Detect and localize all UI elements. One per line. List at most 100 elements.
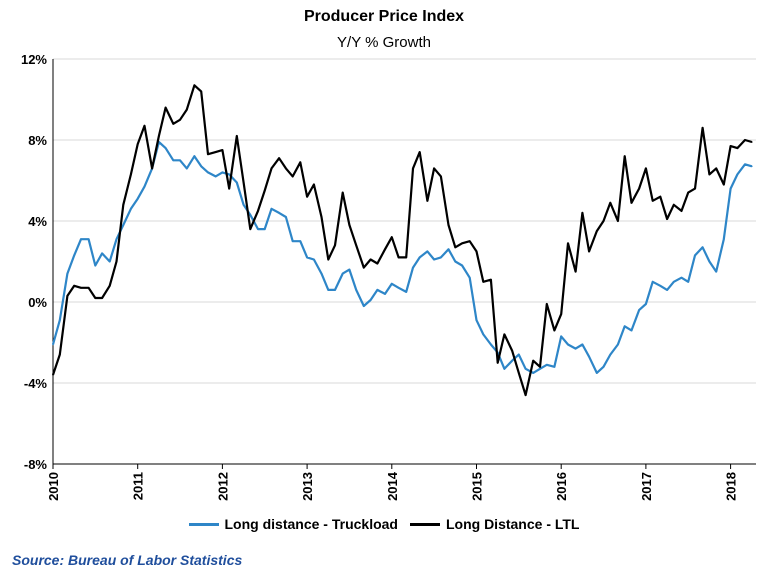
- data-point: [221, 171, 224, 174]
- data-point: [602, 220, 605, 222]
- data-point: [744, 139, 746, 141]
- data-point: [193, 84, 196, 87]
- data-point: [59, 353, 61, 356]
- data-point: [80, 287, 82, 289]
- data-point: [405, 291, 408, 293]
- data-point: [673, 204, 675, 206]
- data-point: [136, 143, 139, 145]
- chart-title: Producer Price Index: [303, 8, 465, 25]
- series-points-1: [52, 84, 753, 396]
- data-point: [560, 313, 562, 315]
- data-point: [708, 260, 711, 263]
- data-point: [701, 246, 704, 249]
- data-point: [751, 165, 753, 168]
- data-point: [313, 258, 315, 261]
- data-point: [193, 155, 196, 157]
- data-point: [433, 167, 435, 170]
- y-tick-label: 12%: [21, 52, 47, 67]
- data-point: [306, 195, 308, 198]
- data-point: [278, 157, 280, 159]
- data-point: [645, 167, 647, 170]
- data-point: [736, 147, 739, 149]
- data-point: [179, 119, 181, 121]
- data-point: [666, 218, 668, 220]
- legend-label-ltl: Long Distance - LTL: [445, 516, 580, 532]
- data-point: [405, 256, 408, 259]
- series-line-1: [51, 84, 753, 397]
- data-point: [694, 187, 696, 190]
- source-note: Source: Bureau of Labor Statistics: [12, 552, 243, 568]
- data-point: [397, 256, 400, 259]
- data-point: [503, 368, 506, 370]
- data-point: [200, 90, 202, 93]
- data-point: [101, 297, 103, 299]
- chart-legend: Long distance - Truckload Long Distance …: [0, 516, 768, 532]
- data-point: [539, 368, 541, 370]
- data-point: [581, 212, 584, 214]
- data-point: [355, 244, 358, 247]
- data-point: [313, 183, 315, 186]
- data-point: [249, 228, 252, 230]
- data-point: [327, 289, 330, 291]
- data-point: [130, 208, 132, 210]
- data-point: [418, 256, 421, 259]
- data-point: [278, 212, 280, 214]
- data-point: [475, 250, 478, 253]
- legend-swatch-ltl: [409, 522, 440, 526]
- data-point: [94, 297, 97, 299]
- x-tick-label: 2015: [469, 472, 484, 501]
- x-tick-label: 2011: [131, 472, 146, 500]
- y-tick-label: 4%: [28, 214, 47, 229]
- data-point: [412, 167, 414, 170]
- data-point: [115, 238, 118, 240]
- data-point: [539, 366, 541, 368]
- data-point: [306, 256, 308, 259]
- data-point: [532, 359, 534, 362]
- data-point: [164, 106, 167, 109]
- data-point: [391, 236, 393, 238]
- data-point: [567, 343, 569, 346]
- data-point: [143, 185, 146, 188]
- data-point: [270, 167, 273, 170]
- data-point: [433, 258, 435, 261]
- data-point: [285, 167, 287, 170]
- data-point: [490, 278, 492, 281]
- data-point: [588, 250, 590, 253]
- data-point: [108, 285, 111, 287]
- data-point: [454, 260, 457, 263]
- data-point: [228, 173, 230, 176]
- data-point: [73, 254, 75, 257]
- series-lines: [51, 84, 753, 397]
- data-point: [87, 238, 90, 240]
- data-point: [630, 329, 633, 332]
- data-point: [263, 189, 266, 192]
- data-point: [249, 214, 252, 216]
- x-tick-label: 2016: [554, 472, 569, 501]
- data-point: [490, 343, 492, 346]
- data-point: [179, 159, 181, 162]
- data-point: [299, 161, 302, 164]
- data-point: [630, 202, 633, 204]
- data-point: [496, 362, 499, 364]
- data-point: [518, 372, 520, 374]
- axes: [52, 59, 756, 465]
- data-point: [680, 210, 683, 212]
- data-point: [80, 238, 82, 240]
- data-point: [723, 238, 725, 240]
- data-point: [214, 151, 217, 153]
- data-point: [503, 333, 506, 336]
- series-points-0: [52, 141, 753, 374]
- data-point: [285, 216, 287, 218]
- data-point: [546, 303, 548, 305]
- data-point: [418, 151, 421, 153]
- data-point: [694, 254, 696, 257]
- data-point: [384, 293, 386, 295]
- y-tick-label: 0%: [28, 295, 47, 310]
- data-point: [638, 187, 640, 190]
- data-point: [186, 108, 188, 111]
- data-point: [440, 175, 442, 178]
- data-point: [376, 289, 379, 291]
- gridlines: [53, 58, 756, 465]
- data-point: [468, 276, 471, 279]
